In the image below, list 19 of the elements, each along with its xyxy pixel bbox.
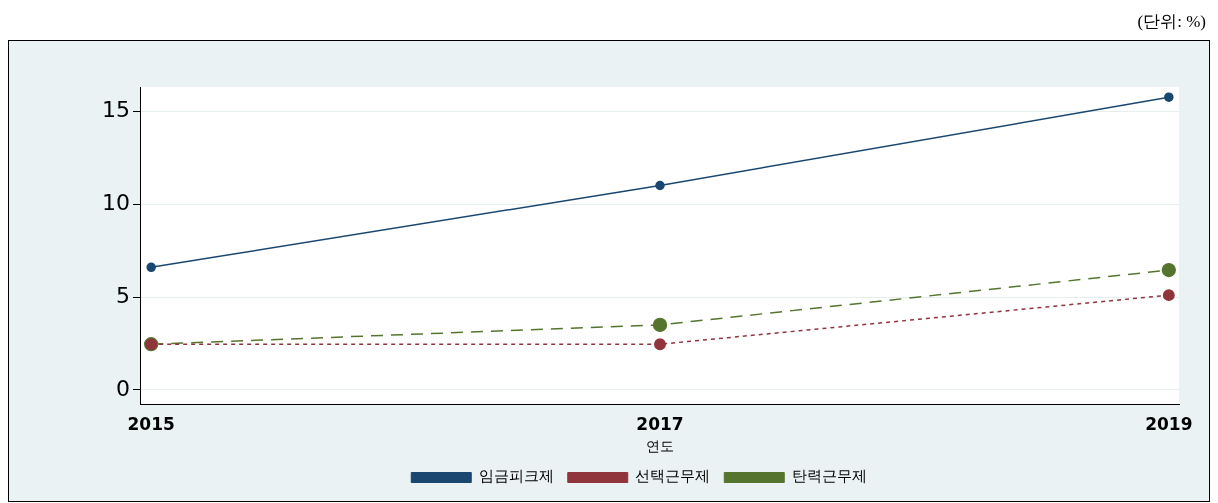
point	[655, 180, 665, 191]
point	[652, 317, 668, 333]
x-axis-title: 연도	[646, 438, 674, 455]
point	[654, 338, 666, 351]
y-tick-label: 5	[115, 282, 130, 308]
x-tick-label: 2019	[1145, 414, 1193, 435]
x-tick-label: 2017	[636, 414, 684, 435]
point	[146, 262, 156, 273]
text: (단위: %)	[1137, 11, 1206, 33]
point	[1162, 289, 1175, 302]
legend-label: 탄력근무제	[791, 467, 867, 486]
y-tick-label: 0	[115, 375, 130, 401]
point	[1161, 262, 1176, 278]
y-tick-label: 15	[101, 96, 130, 122]
legend-label: 선택근무제	[635, 467, 711, 486]
x-tick-label: 2015	[127, 414, 175, 435]
point	[1164, 92, 1174, 102]
legend-label: 임금피크제	[478, 467, 554, 486]
y-tick-label: 10	[101, 189, 130, 215]
